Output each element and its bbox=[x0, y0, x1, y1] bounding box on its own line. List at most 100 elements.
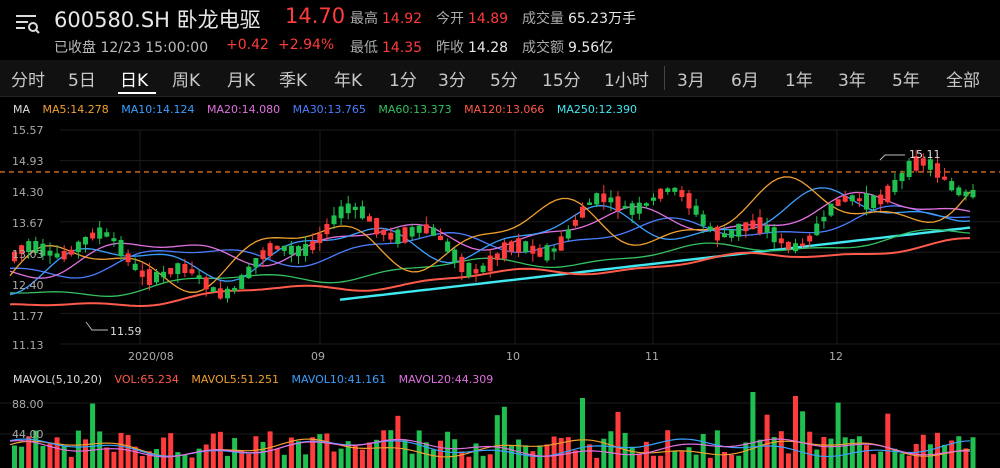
volume-bar bbox=[225, 455, 230, 468]
tab-5day[interactable]: 5日 bbox=[68, 71, 96, 91]
volume-bar bbox=[352, 445, 358, 468]
candle-body bbox=[523, 241, 529, 253]
candle-body bbox=[501, 242, 507, 259]
candle-body bbox=[12, 251, 17, 262]
volume-bar bbox=[885, 413, 891, 468]
vol-label: VOL:65.234 bbox=[114, 373, 179, 386]
list-search-icon[interactable] bbox=[14, 10, 40, 36]
tab-intraday[interactable]: 分时 bbox=[11, 71, 45, 91]
candle-body bbox=[899, 173, 905, 182]
candle-body bbox=[956, 187, 962, 196]
tab-monthly-k[interactable]: 月K bbox=[227, 71, 256, 91]
volume-bar bbox=[878, 451, 884, 468]
candle-body bbox=[132, 263, 138, 271]
candle-body bbox=[168, 268, 174, 275]
volume-bar bbox=[572, 450, 578, 468]
tab-quarterly-k[interactable]: 季K bbox=[279, 71, 308, 91]
candle-body bbox=[885, 185, 891, 203]
tab-5min[interactable]: 5分 bbox=[490, 71, 518, 91]
candle-body bbox=[537, 247, 543, 257]
volume-bar bbox=[445, 431, 451, 468]
market-status: 已收盘 12/23 15:00:00 bbox=[54, 40, 209, 56]
tab-3month[interactable]: 3月 bbox=[677, 71, 705, 91]
volume-bar bbox=[935, 432, 940, 468]
candle-body bbox=[871, 195, 877, 209]
candle-body bbox=[942, 176, 948, 180]
y-tick-label: 14.93 bbox=[12, 155, 44, 168]
volume-bar bbox=[416, 430, 422, 468]
volume-bar bbox=[452, 439, 458, 468]
y-tick-label: 11.13 bbox=[12, 339, 44, 352]
volume-bar bbox=[871, 454, 877, 468]
volume-bar bbox=[722, 451, 727, 468]
candlestick-chart[interactable] bbox=[0, 118, 1000, 358]
volume-chart[interactable] bbox=[0, 392, 1000, 468]
volume-bar bbox=[672, 451, 678, 468]
candle-body bbox=[345, 203, 351, 214]
tab-all[interactable]: 全部 bbox=[946, 71, 980, 91]
volume-bar bbox=[423, 442, 429, 468]
tab-yearly-k[interactable]: 年K bbox=[334, 71, 363, 91]
candle-body bbox=[509, 241, 514, 252]
tab-1hour[interactable]: 1小时 bbox=[604, 71, 649, 91]
volume-bar bbox=[473, 443, 479, 468]
volume-bar bbox=[132, 446, 138, 468]
volume-bar bbox=[232, 438, 238, 468]
candle-body bbox=[636, 202, 642, 214]
tab-1min[interactable]: 1分 bbox=[389, 71, 417, 91]
tab-3year[interactable]: 3年 bbox=[838, 71, 866, 91]
volume-bar bbox=[359, 449, 365, 468]
price-change: +0.42 bbox=[226, 37, 269, 53]
mavol5-label: MAVOL5:51.251 bbox=[191, 373, 279, 386]
volume-bar bbox=[587, 444, 593, 468]
tab-weekly-k[interactable]: 周K bbox=[172, 71, 201, 91]
candle-body bbox=[665, 188, 671, 192]
volume-bar bbox=[125, 435, 131, 468]
volume-bar bbox=[842, 437, 848, 468]
volume-bar bbox=[154, 449, 159, 468]
stat-turnover: 成交额 9.56亿 bbox=[522, 40, 614, 56]
volume-bar bbox=[345, 441, 351, 468]
tab-daily-k[interactable]: 日K bbox=[120, 71, 149, 91]
tab-1year[interactable]: 1年 bbox=[785, 71, 813, 91]
volume-bar bbox=[146, 451, 152, 468]
ma-line bbox=[339, 226, 971, 301]
volume-bar bbox=[714, 430, 720, 468]
volume-bar bbox=[821, 437, 827, 468]
candle-body bbox=[714, 226, 720, 241]
volume-bar bbox=[629, 446, 635, 468]
volume-bar bbox=[459, 451, 465, 468]
volume-bar bbox=[182, 454, 188, 468]
y-tick-label: 13.67 bbox=[12, 217, 44, 230]
candle-body bbox=[402, 227, 408, 243]
candle-body bbox=[814, 223, 820, 236]
volume-bar bbox=[757, 439, 763, 468]
tab-15min[interactable]: 15分 bbox=[542, 71, 581, 91]
y-tick-label: 12.40 bbox=[12, 279, 44, 292]
candle-body bbox=[111, 238, 117, 242]
volume-bar bbox=[303, 454, 309, 468]
volume-bar bbox=[12, 445, 17, 468]
ma5-label: MA5:14.278 bbox=[42, 103, 109, 116]
volume-bar bbox=[68, 456, 74, 468]
volume-bar bbox=[317, 434, 323, 468]
stock-code-name: 600580.SH 卧龙电驱 bbox=[54, 8, 261, 32]
tab-3min[interactable]: 3分 bbox=[438, 71, 466, 91]
candle-body bbox=[324, 223, 330, 235]
tab-5year[interactable]: 5年 bbox=[892, 71, 920, 91]
candle-body bbox=[828, 203, 834, 216]
x-tick-label: 09 bbox=[311, 350, 325, 363]
y-tick-label: 15.57 bbox=[12, 124, 44, 137]
candle-body bbox=[658, 188, 664, 199]
volume-bar bbox=[615, 411, 621, 468]
volume-bar bbox=[75, 430, 81, 468]
mavol10-label: MAVOL10:41.161 bbox=[291, 373, 387, 386]
candle-body bbox=[601, 193, 607, 203]
volume-bar bbox=[807, 431, 813, 468]
candle-body bbox=[388, 232, 394, 240]
tab-6month[interactable]: 6月 bbox=[731, 71, 759, 91]
volume-bar bbox=[331, 451, 337, 468]
volume-bar bbox=[196, 448, 202, 468]
volume-bar bbox=[367, 442, 372, 468]
candle-body bbox=[572, 219, 578, 226]
